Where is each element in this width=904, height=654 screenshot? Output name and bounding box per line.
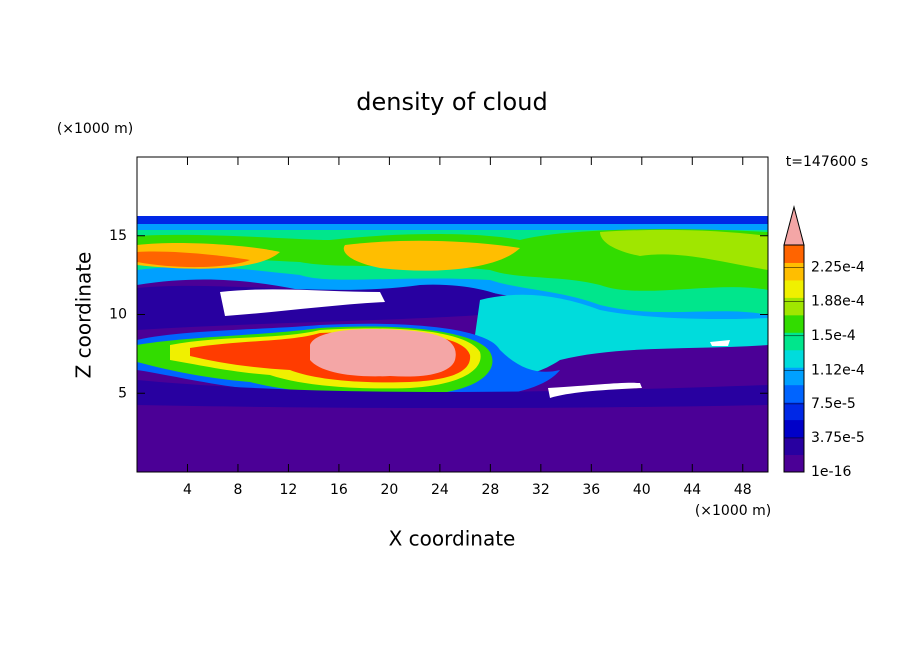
colorbar-band	[784, 349, 804, 368]
colorbar-band	[784, 262, 804, 281]
x-tick-label: 8	[233, 482, 242, 498]
x-tick-label: 12	[280, 482, 298, 498]
colorbar-extension	[783, 205, 805, 246]
colorbar-band	[784, 367, 804, 386]
y-tick-label: 10	[109, 307, 127, 323]
x-unit: (×1000 m)	[695, 503, 771, 519]
colorbar-band	[784, 297, 804, 316]
x-tick-label: 24	[431, 482, 449, 498]
y-axis-title: Z coordinate	[72, 252, 96, 379]
x-tick-label: 44	[683, 482, 701, 498]
x-tick-label: 32	[532, 482, 550, 498]
x-tick-label: 48	[734, 482, 752, 498]
colorbar-label: 7.5e-5	[811, 396, 856, 412]
x-tick-label: 4	[183, 482, 192, 498]
x-tick-label: 20	[380, 482, 398, 498]
chart-title: density of cloud	[356, 88, 547, 116]
colorbar-band	[784, 245, 804, 263]
x-tick-label: 36	[582, 482, 600, 498]
y-tick-label: 15	[109, 228, 127, 244]
colorbar-band	[784, 279, 804, 298]
colorbar-band	[784, 332, 804, 351]
x-tick-label: 28	[481, 482, 499, 498]
time-annotation: t=147600 s	[786, 154, 868, 170]
x-tick-label: 16	[330, 482, 348, 498]
colorbar-label: 1.12e-4	[811, 362, 865, 378]
colorbar-label: 1.88e-4	[811, 293, 865, 309]
x-axis-title: X coordinate	[389, 527, 516, 551]
colorbar-band	[784, 384, 804, 403]
colorbar-band	[784, 419, 804, 438]
contour-field	[137, 216, 768, 472]
colorbar-band	[784, 314, 804, 333]
colorbar-band	[784, 454, 804, 473]
colorbar-label: 2.25e-4	[811, 260, 865, 276]
colorbar-label: 3.75e-5	[811, 430, 865, 446]
colorbar-band	[784, 437, 804, 456]
x-tick-label: 40	[633, 482, 651, 498]
y-unit: (×1000 m)	[57, 121, 133, 137]
colorbar-label: 1e-16	[811, 464, 851, 480]
colorbar-band	[784, 402, 804, 421]
y-tick-label: 5	[118, 385, 127, 401]
colorbar-label: 1.5e-4	[811, 328, 856, 344]
